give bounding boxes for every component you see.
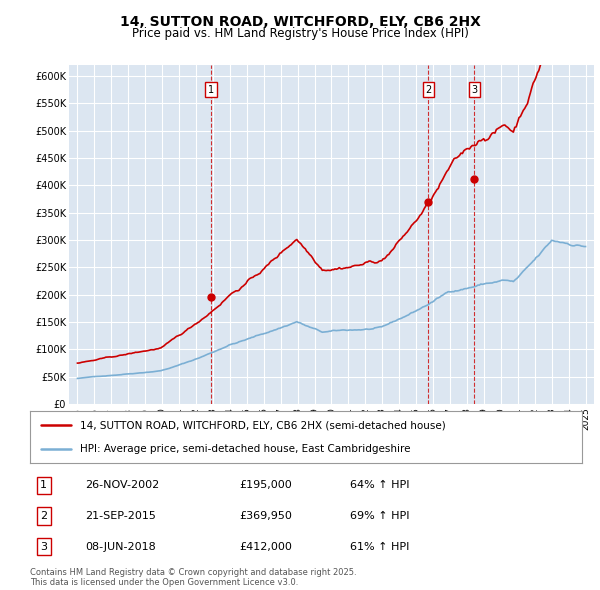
Text: 69% ↑ HPI: 69% ↑ HPI xyxy=(350,511,410,521)
Text: 14, SUTTON ROAD, WITCHFORD, ELY, CB6 2HX: 14, SUTTON ROAD, WITCHFORD, ELY, CB6 2HX xyxy=(119,15,481,29)
Text: 14, SUTTON ROAD, WITCHFORD, ELY, CB6 2HX (semi-detached house): 14, SUTTON ROAD, WITCHFORD, ELY, CB6 2HX… xyxy=(80,420,445,430)
Text: 64% ↑ HPI: 64% ↑ HPI xyxy=(350,480,410,490)
Text: Contains HM Land Registry data © Crown copyright and database right 2025.
This d: Contains HM Land Registry data © Crown c… xyxy=(30,568,356,587)
Text: 08-JUN-2018: 08-JUN-2018 xyxy=(85,542,156,552)
Text: £369,950: £369,950 xyxy=(240,511,293,521)
Text: Price paid vs. HM Land Registry's House Price Index (HPI): Price paid vs. HM Land Registry's House … xyxy=(131,27,469,40)
Text: £195,000: £195,000 xyxy=(240,480,293,490)
Text: 3: 3 xyxy=(472,84,478,94)
Text: £412,000: £412,000 xyxy=(240,542,293,552)
Text: 2: 2 xyxy=(425,84,431,94)
Text: 1: 1 xyxy=(40,480,47,490)
Text: HPI: Average price, semi-detached house, East Cambridgeshire: HPI: Average price, semi-detached house,… xyxy=(80,444,410,454)
Text: 3: 3 xyxy=(40,542,47,552)
Text: 26-NOV-2002: 26-NOV-2002 xyxy=(85,480,160,490)
Text: 1: 1 xyxy=(208,84,214,94)
Text: 61% ↑ HPI: 61% ↑ HPI xyxy=(350,542,410,552)
Text: 21-SEP-2015: 21-SEP-2015 xyxy=(85,511,156,521)
Text: 2: 2 xyxy=(40,511,47,521)
